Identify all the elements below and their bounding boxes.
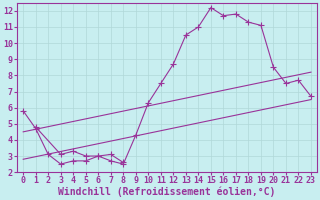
X-axis label: Windchill (Refroidissement éolien,°C): Windchill (Refroidissement éolien,°C): [58, 187, 276, 197]
